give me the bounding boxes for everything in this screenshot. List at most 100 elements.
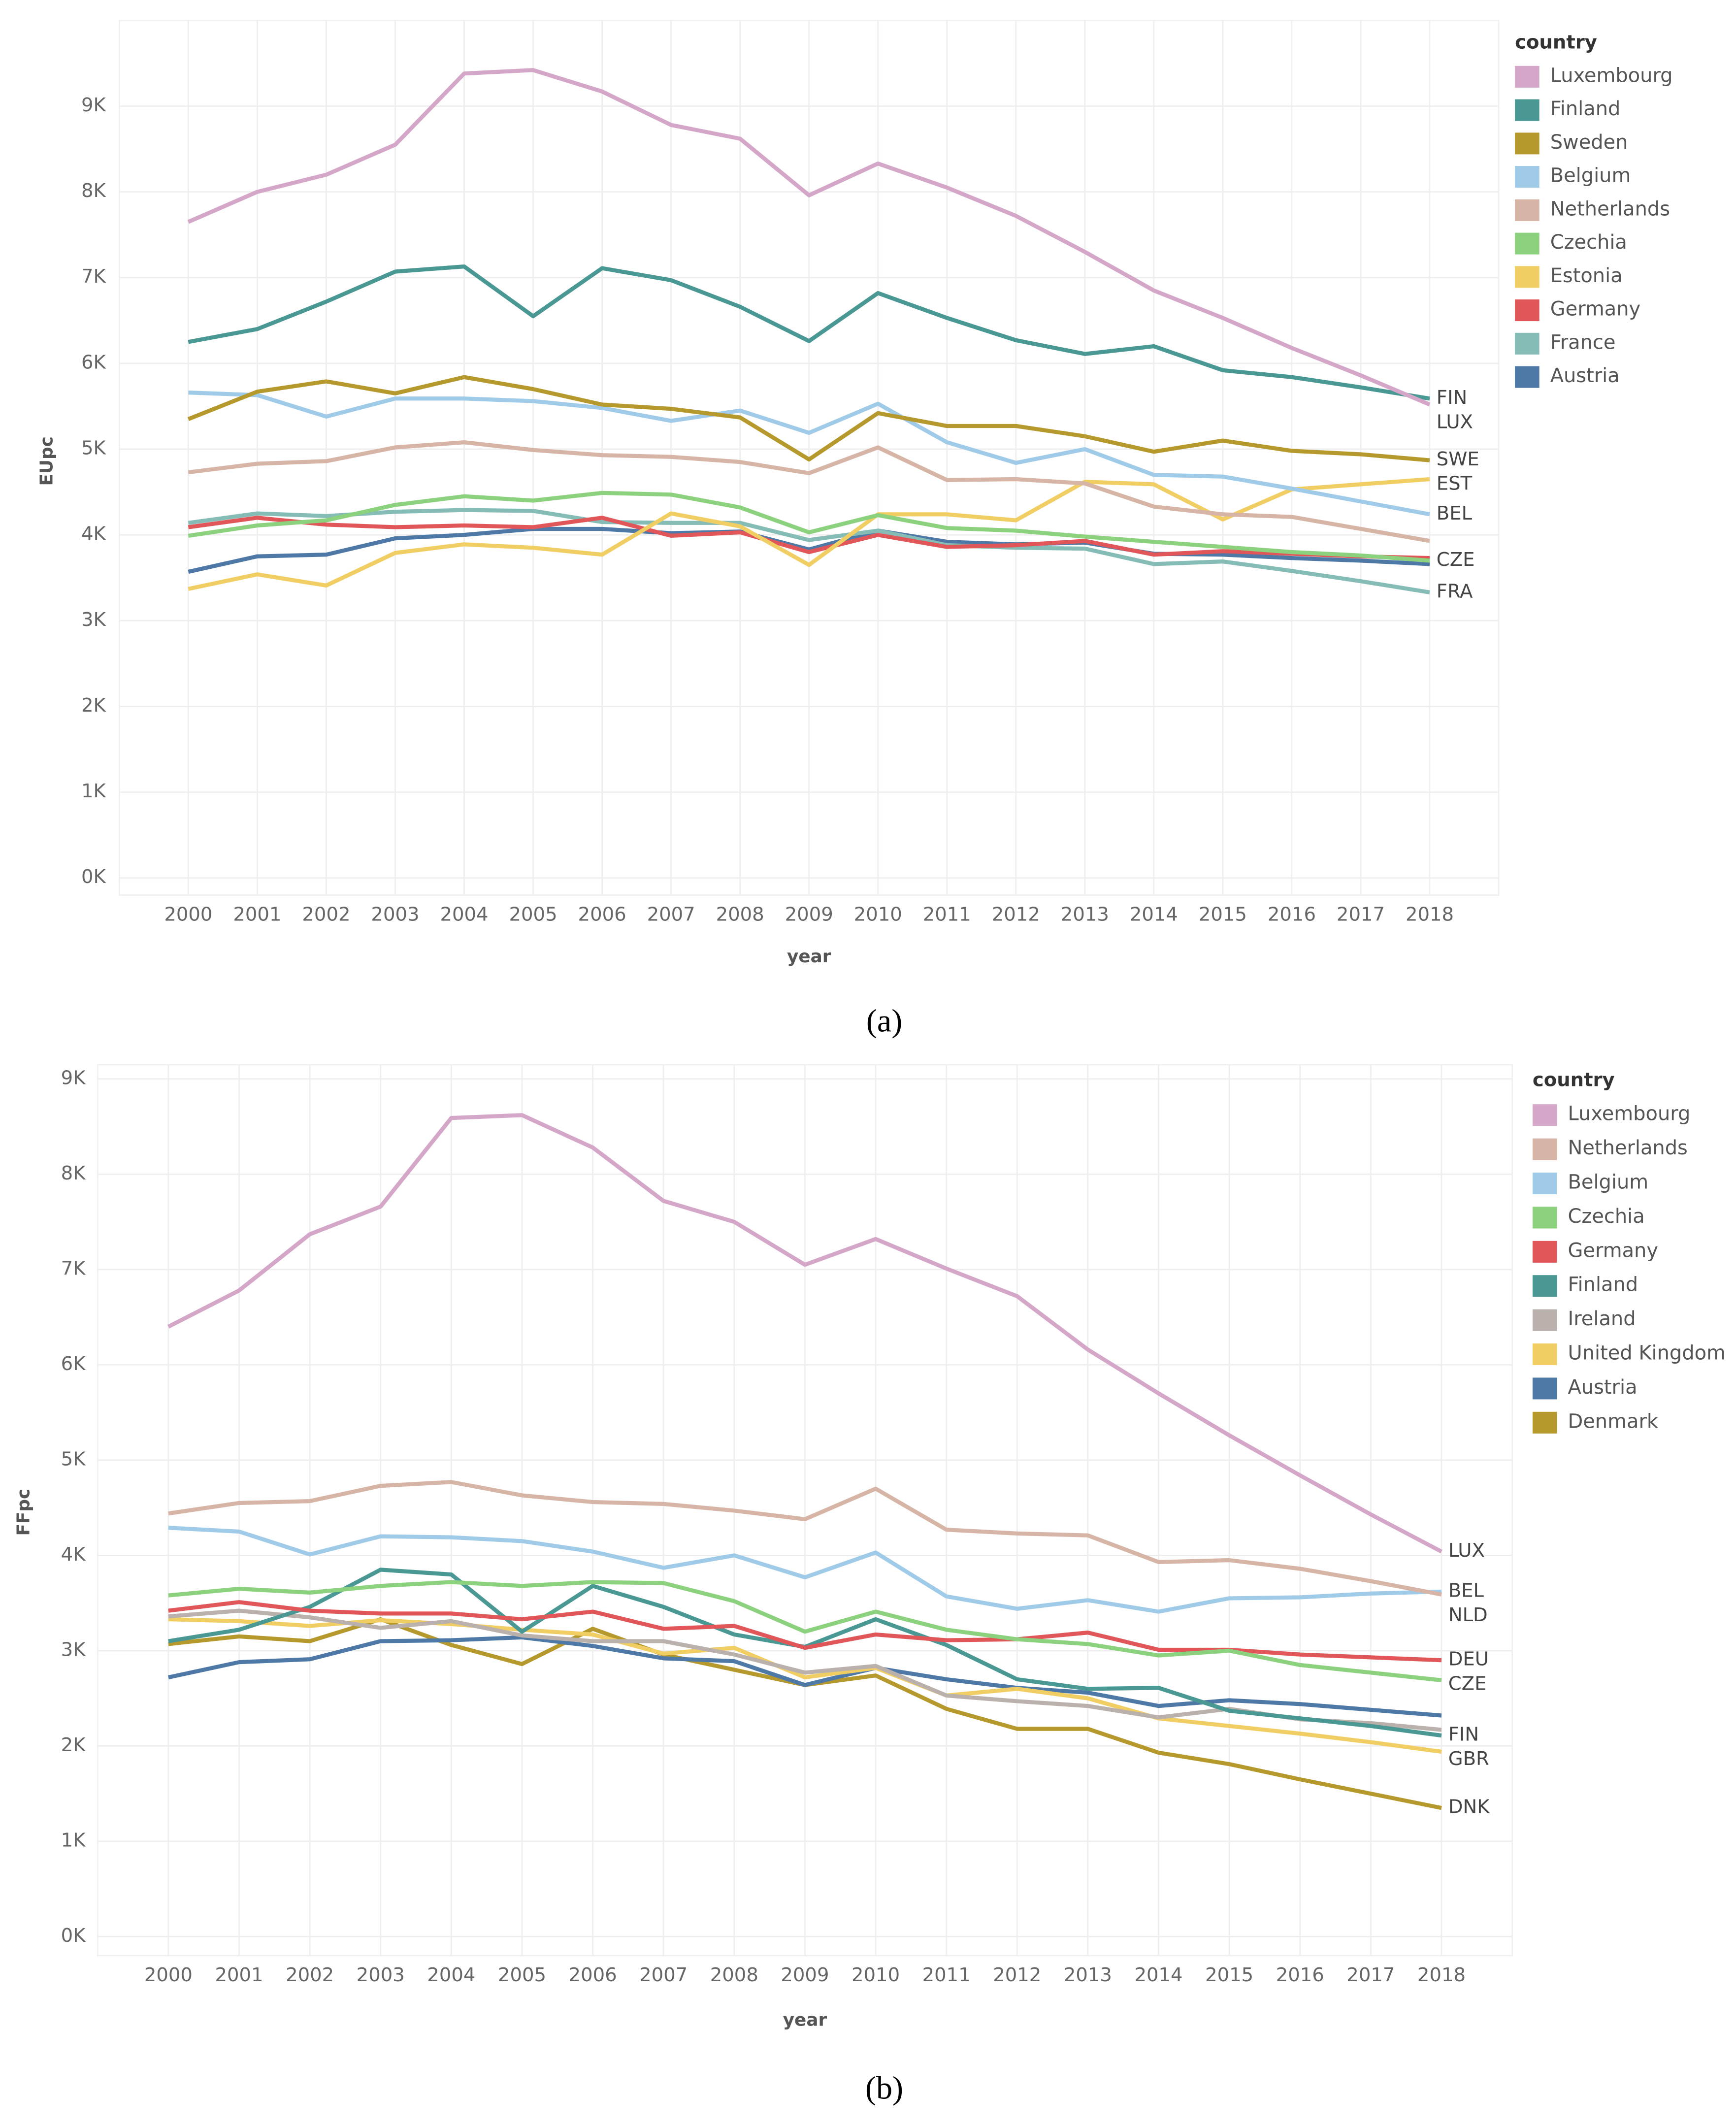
x-tick-label: 2000 — [164, 903, 212, 925]
y-axis-title: EUpc — [36, 436, 57, 486]
series-line — [188, 390, 1430, 517]
end-label: SWE — [1437, 448, 1479, 470]
x-tick-label: 2008 — [710, 1964, 758, 1986]
series-line — [168, 1617, 1442, 1754]
y-tick-label: 3K — [61, 1638, 87, 1661]
x-tick-label: 2004 — [440, 903, 488, 925]
legend-label: Czechia — [1550, 231, 1627, 254]
x-tick-label: 2013 — [1064, 1964, 1112, 1986]
legend-label: Germany — [1550, 298, 1641, 321]
legend-swatch — [1515, 166, 1539, 188]
series-line — [168, 1480, 1442, 1597]
series-line — [187, 375, 1430, 462]
end-label: FIN — [1448, 1724, 1479, 1746]
legend-swatch — [1515, 232, 1539, 255]
legend-swatch — [1515, 366, 1539, 388]
x-tick-label: 2005 — [509, 903, 557, 925]
x-tick-label: 2012 — [993, 1964, 1041, 1986]
legend-title: country — [1515, 32, 1597, 54]
y-tick-label: 2K — [61, 1734, 87, 1756]
x-tick-label: 2007 — [639, 1964, 688, 1986]
x-tick-label: 2017 — [1346, 1964, 1395, 1986]
series-line — [188, 508, 1430, 594]
legend-swatch — [1532, 1207, 1557, 1229]
y-tick-label: 5K — [81, 437, 107, 459]
legend-label: Finland — [1550, 98, 1621, 120]
y-tick-label: 8K — [81, 180, 107, 202]
end-label: FRA — [1437, 580, 1473, 602]
x-tick-label: 2009 — [785, 903, 833, 925]
y-tick-label: 1K — [61, 1829, 87, 1851]
y-tick-label: 9K — [81, 94, 107, 116]
y-tick-label: 0K — [81, 866, 107, 888]
y-tick-label: 4K — [61, 1543, 87, 1566]
x-tick-label: 2013 — [1061, 903, 1109, 925]
x-tick-label: 2001 — [233, 903, 281, 925]
legend-swatch — [1532, 1377, 1557, 1400]
legend-label: Netherlands — [1550, 197, 1670, 220]
end-label: GBR — [1448, 1748, 1489, 1770]
x-axis-title: year — [787, 947, 831, 967]
y-axis-title: FFpc — [14, 1489, 34, 1536]
legend-swatch — [1532, 1411, 1557, 1434]
y-tick-label: 6K — [61, 1353, 87, 1375]
series-line — [188, 440, 1430, 543]
x-tick-label: 2011 — [923, 903, 971, 925]
legend-title: country — [1533, 1069, 1615, 1091]
legend-label: Germany — [1568, 1239, 1659, 1262]
x-tick-label: 2015 — [1205, 1964, 1253, 1986]
legend-swatch — [1532, 1173, 1557, 1195]
x-tick-label: 2008 — [716, 903, 764, 925]
end-label: DNK — [1448, 1796, 1491, 1818]
x-tick-label: 2016 — [1276, 1964, 1324, 1986]
series-line — [168, 1526, 1442, 1614]
legend-label: Belgium — [1550, 164, 1631, 187]
x-tick-label: 2014 — [1134, 1964, 1182, 1986]
x-tick-label: 2004 — [427, 1964, 475, 1986]
legend-label: Luxembourg — [1568, 1103, 1691, 1125]
x-tick-label: 2017 — [1337, 903, 1385, 925]
x-tick-label: 2005 — [498, 1964, 546, 1986]
x-tick-label: 2011 — [922, 1964, 971, 1986]
x-tick-label: 2010 — [854, 903, 902, 925]
x-tick-label: 2002 — [286, 1964, 334, 1986]
end-label: BEL — [1437, 502, 1473, 524]
series-line — [188, 526, 1430, 574]
y-tick-label: 0K — [61, 1925, 87, 1947]
end-label: CZE — [1448, 1672, 1487, 1695]
chart: 2000 2001 2002 2003 2004 2005 2006 2007 2008 2009… — [14, 1064, 1726, 2106]
legend-label: Finland — [1568, 1274, 1638, 1296]
y-tick-label: 5K — [61, 1448, 87, 1470]
x-tick-label: 2018 — [1406, 903, 1454, 925]
y-tick-label: 7K — [61, 1257, 87, 1279]
y-tick-label: 2K — [81, 694, 107, 717]
x-tick-label: 2010 — [852, 1964, 900, 1986]
legend-label: Czechia — [1568, 1205, 1645, 1228]
end-label: DEU — [1448, 1648, 1489, 1670]
legend-swatch — [1532, 1138, 1557, 1160]
end-label: EST — [1437, 473, 1473, 495]
series-line — [188, 491, 1430, 563]
legend-label: France — [1550, 331, 1616, 354]
y-tick-label: 4K — [81, 523, 107, 545]
x-tick-label: 2003 — [357, 1964, 405, 1986]
y-tick-label: 7K — [81, 265, 107, 288]
x-tick-label: 2003 — [371, 903, 419, 925]
x-tick-label: 2012 — [992, 903, 1040, 925]
x-axis-title: year — [783, 2010, 827, 2030]
chart: 2000 2001 2002 2003 2004 2005 2006 2007 2008 2009… — [36, 19, 1673, 1039]
y-tick-label: 1K — [81, 780, 107, 802]
panel-label: (a) — [866, 1003, 902, 1039]
series-line — [188, 516, 1430, 560]
legend-label: Austria — [1568, 1376, 1638, 1399]
end-label: BEL — [1448, 1579, 1484, 1602]
x-tick-label: 2009 — [781, 1964, 829, 1986]
legend-swatch — [1515, 132, 1539, 155]
legend-swatch — [1515, 299, 1539, 322]
legend-swatch — [1532, 1309, 1557, 1331]
end-label: FIN — [1437, 387, 1467, 409]
series-line — [167, 1113, 1442, 1554]
legend-label: Sweden — [1550, 131, 1628, 154]
